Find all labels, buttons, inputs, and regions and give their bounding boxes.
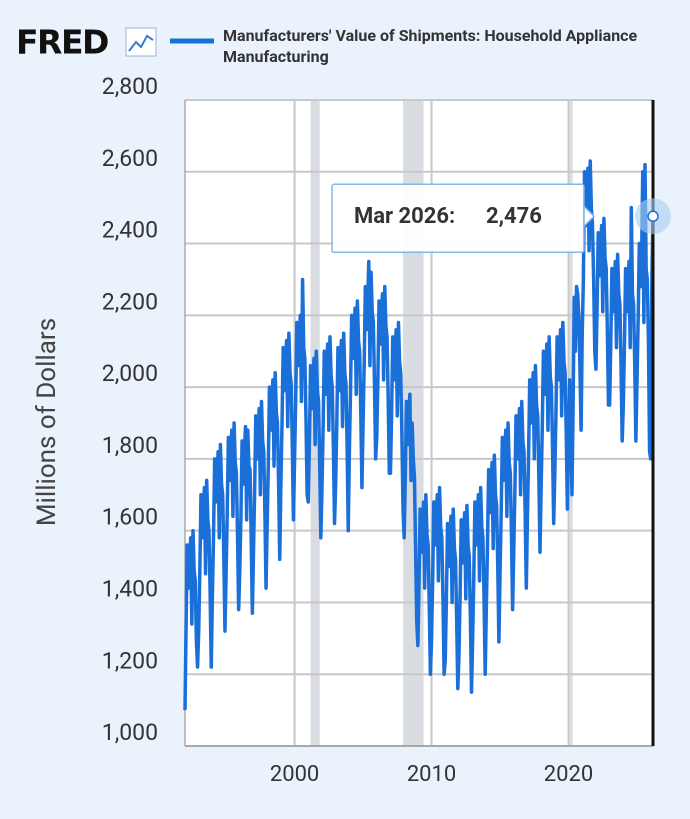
x-tick-label: 2020 bbox=[544, 762, 593, 787]
y-axis-label: Millions of Dollars bbox=[32, 318, 62, 526]
y-tick-label: 1,400 bbox=[102, 576, 158, 603]
x-tick-label: 2010 bbox=[407, 762, 456, 787]
logo: FRED bbox=[16, 23, 157, 62]
y-tick-label: 2,400 bbox=[102, 217, 158, 244]
tooltip-value: 2,476 bbox=[486, 204, 542, 229]
tooltip-marker bbox=[647, 210, 659, 223]
tooltip-pointer bbox=[583, 204, 596, 229]
logo-text: FRED bbox=[16, 23, 108, 62]
logo-icon bbox=[125, 27, 157, 57]
y-tick-label: 2,000 bbox=[102, 360, 158, 387]
y-tick-label: 1,600 bbox=[102, 504, 158, 531]
plot-area: Mar 2026: 2,476 bbox=[183, 99, 671, 747]
y-tick-label: 2,800 bbox=[102, 73, 158, 100]
y-tick-label: 2,600 bbox=[102, 145, 158, 172]
y-tick-label: 2,200 bbox=[102, 288, 158, 315]
series-line bbox=[183, 159, 655, 711]
logo-icon-line bbox=[128, 34, 154, 52]
legend-label: Manufacturers' Value of Shipments: House… bbox=[223, 26, 638, 66]
y-tick-label: 1,200 bbox=[102, 647, 158, 674]
y-tick-label: 1,800 bbox=[102, 432, 158, 459]
x-tick-label: 2000 bbox=[270, 762, 319, 787]
y-tick-label: 1,000 bbox=[102, 719, 158, 746]
tooltip-label: Mar 2026: bbox=[354, 204, 455, 229]
